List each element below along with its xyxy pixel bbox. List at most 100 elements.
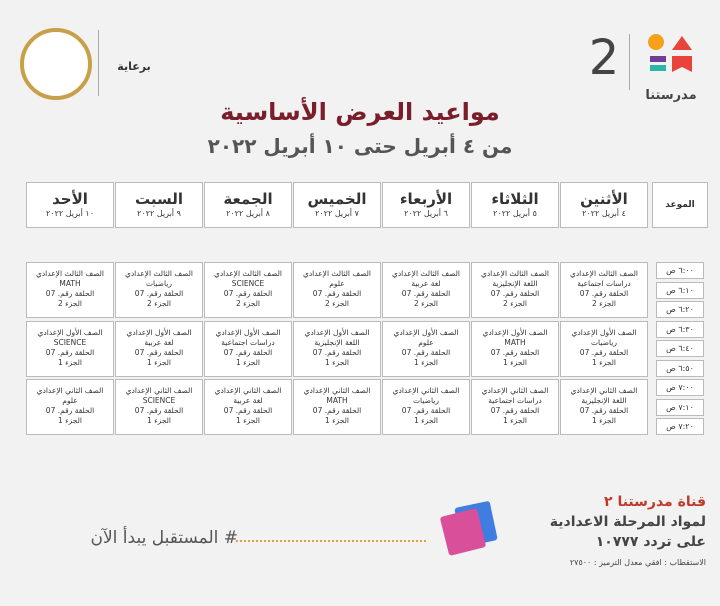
cell-part: الجزء 2 bbox=[324, 299, 350, 308]
cell-subject: دراسات اجتماعية bbox=[577, 279, 631, 288]
cell-part: الجزء 1 bbox=[502, 357, 528, 367]
program-cell: الصف الأول الإعدادي رياضيات الحلقة رقم. 07… bbox=[560, 320, 648, 377]
program-cell: الصف الأول الإعدادي SCIENCE الحلقة رقم. 07… bbox=[26, 320, 114, 377]
cell-episode: الحلقة رقم. 07 bbox=[579, 289, 629, 298]
cell-episode: الحلقة رقم. 07 bbox=[490, 289, 540, 298]
cell-episode: الحلقة رقم. 07 bbox=[134, 347, 184, 357]
cell-subject: علوم bbox=[329, 279, 345, 288]
cell-subject: علوم bbox=[62, 396, 78, 405]
cell-subject: MATH bbox=[59, 279, 81, 288]
day-header: السبت ٩ أبريل ٢٠٢٢ bbox=[115, 182, 203, 228]
cell-part: الجزء 1 bbox=[591, 357, 617, 367]
day-name: الثلاثاء bbox=[491, 190, 539, 208]
divider bbox=[629, 34, 630, 90]
cell-part: الجزء 2 bbox=[57, 299, 83, 308]
cell-grade: الصف الثالث الإعدادي bbox=[569, 269, 639, 278]
cell-subject: اللغة الإنجليزية bbox=[314, 337, 360, 347]
program-cell: الصف الثاني الإعدادي علوم الحلقة رقم. 07 ال… bbox=[26, 379, 114, 435]
program-cell: الصف الثاني الإعدادي رياضيات الحلقة رقم. 0… bbox=[382, 379, 470, 435]
time-slot: ٧:٢٠ ص bbox=[656, 418, 704, 435]
cell-subject: لغة عربية bbox=[411, 279, 441, 288]
day-name: السبت bbox=[134, 190, 184, 208]
cell-grade: الصف الأول الإعدادي bbox=[482, 327, 548, 337]
program-cell: الصف الأول الإعدادي علوم الحلقة رقم. 07 الج… bbox=[382, 320, 470, 377]
day-name: الأربعاء bbox=[399, 190, 453, 208]
program-cell: الصف الثاني الإعدادي دراسات اجتماعية الحلق… bbox=[471, 379, 559, 435]
cell-part: الجزء 2 bbox=[502, 299, 528, 308]
day-header: الأحد ١٠ أبريل ٢٠٢٢ bbox=[26, 182, 114, 228]
cell-part: الجزء 1 bbox=[57, 416, 83, 425]
program-cell: الصف الثالث الإعدادي اللغة الإنجليزية الحل… bbox=[471, 262, 559, 318]
cell-subject: SCIENCE bbox=[231, 279, 265, 288]
cell-part: الجزء 1 bbox=[502, 416, 528, 425]
cell-grade: الصف الثاني الإعدادي bbox=[214, 386, 282, 395]
cell-part: الجزء 1 bbox=[413, 357, 439, 367]
cell-grade: الصف الثالث الإعدادي bbox=[391, 269, 461, 278]
time-slot: ٦:٣٠ ص bbox=[656, 320, 704, 338]
cell-subject: لغة عربية bbox=[144, 337, 174, 347]
cell-episode: الحلقة رقم. 07 bbox=[45, 347, 95, 357]
program-cell: الصف الأول الإعدادي اللغة الإنجليزية الحلق… bbox=[293, 320, 381, 377]
day-header: الجمعة ٨ أبريل ٢٠٢٢ bbox=[204, 182, 292, 228]
cell-subject: SCIENCE bbox=[142, 396, 176, 405]
cell-grade: الصف الثاني الإعدادي bbox=[481, 386, 549, 395]
time-header: الموعد bbox=[652, 182, 708, 228]
cell-subject: اللغة الإنجليزية bbox=[581, 396, 627, 405]
day-date: ٩ أبريل ٢٠٢٢ bbox=[137, 209, 181, 218]
audience: لمواد المرحلة الاعدادية bbox=[549, 514, 706, 530]
day-date: ١٠ أبريل ٢٠٢٢ bbox=[45, 209, 94, 218]
program-cell: الصف الثالث الإعدادي رياضيات الحلقة رقم. 0… bbox=[115, 262, 203, 318]
cell-episode: الحلقة رقم. 07 bbox=[490, 406, 540, 415]
cell-episode: الحلقة رقم. 07 bbox=[45, 406, 95, 415]
tech-info: الاستقطاب : افقي معدل الترميز : ٢٧٥٠٠ bbox=[569, 558, 706, 567]
sponsor: برعاية bbox=[117, 60, 151, 73]
cell-grade: الصف الأول الإعدادي bbox=[126, 327, 192, 337]
cell-subject: دراسات اجتماعية bbox=[221, 337, 275, 347]
program-cell: الصف الأول الإعدادي MATH الحلقة رقم. 07 الج… bbox=[471, 320, 559, 377]
program-cell: الصف الثالث الإعدادي دراسات اجتماعية الحلق… bbox=[560, 262, 648, 318]
cell-subject: رياضيات bbox=[591, 337, 617, 347]
divider bbox=[98, 30, 99, 96]
cell-part: الجزء 2 bbox=[591, 299, 617, 308]
cell-episode: الحلقة رقم. 07 bbox=[401, 347, 451, 357]
time-slot: ٦:٥٠ ص bbox=[656, 359, 704, 377]
cell-episode: الحلقة رقم. 07 bbox=[312, 289, 362, 298]
cell-grade: الصف الأول الإعدادي bbox=[215, 327, 281, 337]
cell-subject: علوم bbox=[418, 337, 434, 347]
time-slot: ٦:٢٠ ص bbox=[656, 301, 704, 318]
cell-episode: الحلقة رقم. 07 bbox=[401, 406, 451, 415]
cell-part: الجزء 1 bbox=[57, 357, 83, 367]
cell-grade: الصف الثاني الإعدادي bbox=[125, 386, 193, 395]
program-cell: الصف الثالث الإعدادي علوم الحلقة رقم. 07 ال… bbox=[293, 262, 381, 318]
time-slot: ٧:١٠ ص bbox=[656, 398, 704, 416]
cell-episode: الحلقة رقم. 07 bbox=[223, 289, 273, 298]
cell-part: الجزء 2 bbox=[235, 299, 261, 308]
cell-subject: رياضيات bbox=[146, 279, 172, 288]
cell-episode: الحلقة رقم. 07 bbox=[134, 289, 184, 298]
cell-grade: الصف الأول الإعدادي bbox=[571, 327, 637, 337]
cell-grade: الصف الثاني الإعدادي bbox=[392, 386, 460, 395]
hashtag: # المستقبل يبدأ الآن bbox=[90, 528, 239, 548]
cell-episode: الحلقة رقم. 07 bbox=[490, 347, 540, 357]
cell-part: الجزء 1 bbox=[324, 416, 350, 425]
day-header: الثلاثاء ٥ أبريل ٢٠٢٢ bbox=[471, 182, 559, 228]
program-cell: الصف الثالث الإعدادي لغة عربية الحلقة رقم.… bbox=[382, 262, 470, 318]
cell-subject: اللغة الإنجليزية bbox=[492, 279, 538, 288]
cell-part: الجزء 1 bbox=[235, 357, 261, 367]
day-name: الجمعة bbox=[223, 190, 273, 208]
logo-name: مدرستنا bbox=[645, 88, 697, 103]
cell-subject: SCIENCE bbox=[53, 337, 87, 347]
program-cell: الصف الثاني الإعدادي SCIENCE الحلقة رقم. 0… bbox=[115, 379, 203, 435]
logo-number: 2 bbox=[588, 30, 620, 86]
icon bbox=[440, 500, 500, 556]
cell-episode: الحلقة رقم. 07 bbox=[579, 347, 629, 357]
cell-grade: الصف الثاني الإعدادي bbox=[303, 386, 371, 395]
cell-part: الجزء 2 bbox=[146, 299, 172, 308]
day-header: الخميس ٧ أبريل ٢٠٢٢ bbox=[293, 182, 381, 228]
channel: قناة مدرستنا ٢ bbox=[604, 494, 706, 510]
day-date: ٥ أبريل ٢٠٢٢ bbox=[493, 209, 537, 218]
day-date: ٤ أبريل ٢٠٢٢ bbox=[582, 209, 626, 218]
cell-part: الجزء 1 bbox=[413, 416, 439, 425]
dots bbox=[236, 540, 426, 542]
